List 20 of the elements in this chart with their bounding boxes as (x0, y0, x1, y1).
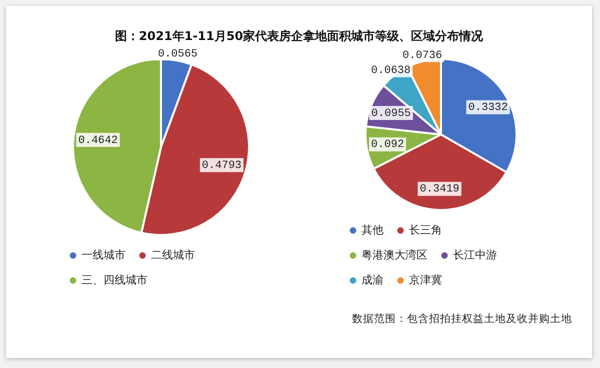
data-label: 0.0736 (402, 50, 442, 62)
data-label: 0.092 (371, 139, 404, 152)
data-label: 0.0638 (371, 65, 411, 78)
legend-label: 成渝 (362, 273, 384, 286)
legend-label: 一线城市 (82, 248, 126, 262)
data-label: 0.3332 (468, 102, 508, 114)
legend-label: 二线城市 (151, 248, 195, 262)
legend-label: 粤港澳大湾区 (362, 248, 428, 262)
data-label: 0.3419 (420, 184, 460, 196)
data-label: 0.0955 (371, 108, 411, 120)
legend-label: 长三角 (409, 223, 442, 236)
text: 图：2021年1-11月50家代表房企拿地面积城市等级、区域分布情况 (114, 28, 484, 45)
legend-label: 其他 (362, 223, 384, 236)
data-label: 0.0565 (158, 48, 198, 60)
data-label: 0.4642 (78, 134, 118, 147)
text: 数据范围：包含招拍挂权益土地及收并购土地 (352, 312, 572, 327)
legend-label: 京津冀 (409, 273, 442, 286)
data-label: 0.4793 (202, 160, 242, 172)
legend-label: 三、四线城市 (82, 273, 148, 286)
legend-label: 长江中游 (453, 248, 497, 262)
